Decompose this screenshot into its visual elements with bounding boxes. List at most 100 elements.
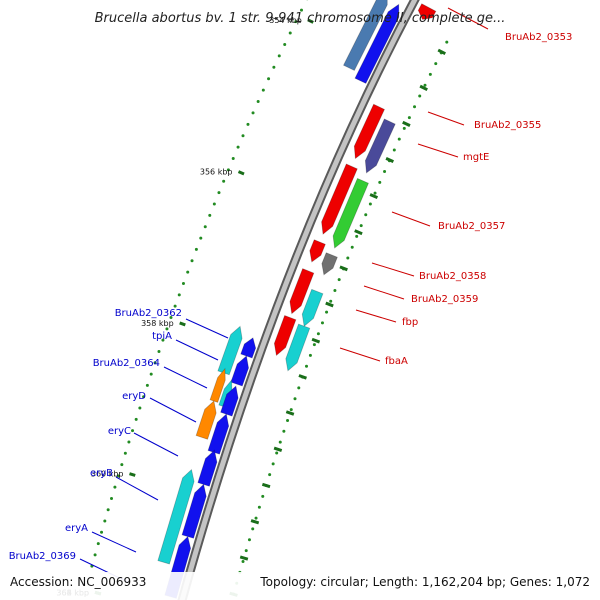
gene-label-bruab2-0358[interactable]: BruAb2_0358 (419, 271, 486, 282)
leader-line (133, 432, 179, 457)
gc-dot-left (294, 20, 298, 24)
gc-dot-right (286, 418, 290, 422)
gc-dot-left (208, 213, 212, 217)
gene-label-eryc[interactable]: eryC (108, 426, 131, 437)
gc-dot-left (173, 304, 177, 308)
gc-dot-left (169, 315, 173, 319)
minor-tick-mark (339, 265, 348, 272)
gene-label-fbp[interactable]: fbp (402, 317, 418, 328)
gc-dot-right (445, 40, 449, 44)
gc-dot-left (246, 122, 250, 126)
minor-tick-mark (298, 374, 307, 380)
gc-dot-right (312, 343, 316, 347)
gene-bruab2-0362 (240, 337, 257, 359)
minor-tick-mark (354, 229, 363, 236)
gc-dot-right (373, 191, 377, 195)
gene-label-bruab2-0355[interactable]: BruAb2_0355 (474, 120, 541, 131)
minor-tick-mark (369, 193, 379, 200)
gene-label-bruab2-0362[interactable]: BruAb2_0362 (115, 308, 182, 319)
gc-dot-left (283, 42, 287, 46)
gc-dot-left (190, 259, 194, 263)
gc-dot-left (138, 406, 142, 410)
gene-features (157, 0, 437, 599)
gc-dot-left (100, 530, 104, 534)
gc-dot-left (222, 179, 226, 183)
tick-label: 356 kbp (200, 168, 233, 177)
gene-mgte (364, 118, 396, 174)
gene-label-bruab2-0369[interactable]: BruAb2_0369 (9, 551, 76, 562)
gc-dot-left (251, 111, 255, 115)
gene-label-bruab2-0364[interactable]: BruAb2_0364 (93, 358, 160, 369)
gc-dot-right (428, 72, 432, 76)
minor-tick-mark (325, 301, 334, 308)
gc-dot-left (194, 247, 198, 251)
gc-dot-left (103, 519, 107, 523)
chromosome-backbone (177, 0, 420, 600)
gc-dot-left (145, 383, 149, 387)
gene-fbp-b (273, 314, 297, 357)
gc-dot-left (181, 281, 185, 285)
accession-text: Accession: NC_006933 (10, 575, 146, 589)
gc-dot-right (368, 202, 372, 206)
gc-dot-left (161, 338, 165, 342)
gene-label-eryd[interactable]: eryD (122, 391, 146, 402)
gene-eryc (195, 400, 217, 440)
backbone-highlight (179, 0, 418, 600)
gc-dot-right (359, 224, 363, 228)
label-leader-lines (79, 7, 489, 583)
gc-dot-left (241, 134, 245, 138)
gc-dot-left (93, 553, 97, 557)
gc-dot-right (397, 137, 401, 141)
gc-dot-left (261, 88, 265, 92)
gene-bruab2-0353-rev (342, 0, 388, 71)
gene-label-bruab2-0357[interactable]: BruAb2_0357 (438, 221, 505, 232)
minor-tick-mark (419, 84, 428, 92)
gc-dot-left (277, 54, 281, 58)
gene-label-bruab2-0353[interactable]: BruAb2_0353 (505, 32, 572, 43)
tick-mark (237, 170, 245, 176)
gene-label-eryb[interactable]: eryB (90, 468, 113, 479)
gc-dot-right (289, 408, 293, 412)
gc-dot-right (346, 256, 350, 260)
leader-line (163, 366, 208, 389)
map-title: Brucella abortus bv. 1 str. 9-941 chromo… (95, 11, 506, 26)
minor-tick-mark (311, 337, 321, 344)
gc-dot-left (113, 485, 117, 489)
gc-dot-left (165, 327, 169, 331)
tick-label: 358 kbp (141, 319, 174, 328)
gc-dot-left (96, 542, 100, 546)
gc-dot-right (254, 516, 258, 520)
gc-dot-left (199, 236, 203, 240)
leader-line (185, 318, 229, 339)
gene-label-mgte[interactable]: mgtE (463, 152, 489, 163)
gc-dot-left (288, 31, 292, 35)
leader-line (175, 339, 219, 361)
gc-dot-right (251, 527, 255, 531)
tick-mark (307, 18, 314, 24)
gc-dot-right (407, 116, 411, 120)
gene-label-bruab2-0359[interactable]: BruAb2_0359 (411, 294, 478, 305)
gc-dot-left (267, 77, 271, 81)
leader-line (417, 143, 459, 158)
gene-bruab2-0357b (332, 177, 369, 249)
gene-label-erya[interactable]: eryA (65, 523, 88, 534)
gc-dot-left (120, 463, 124, 467)
tick-label: 360 kbp (91, 470, 124, 479)
gene-fbp (301, 288, 324, 327)
gc-dot-right (304, 364, 308, 368)
gc-dot-left (212, 202, 216, 206)
gc-dot-right (278, 440, 282, 444)
gene-erya (157, 468, 195, 565)
topology-text: Topology: circular; Length: 1,162,204 bp… (259, 575, 590, 589)
gc-dot-right (297, 386, 301, 390)
gc-dot-right (282, 429, 286, 433)
gc-content-dots (90, 0, 449, 596)
gene-label-tpia[interactable]: tpiA (152, 331, 172, 342)
gc-dot-left (106, 508, 110, 512)
gc-dot-left (123, 451, 127, 455)
gc-dot-left (186, 270, 190, 274)
minor-tick-mark (261, 482, 271, 489)
gc-dot-left (110, 496, 114, 500)
gene-label-fbaa[interactable]: fbaA (385, 356, 408, 367)
gc-dot-left (203, 225, 207, 229)
